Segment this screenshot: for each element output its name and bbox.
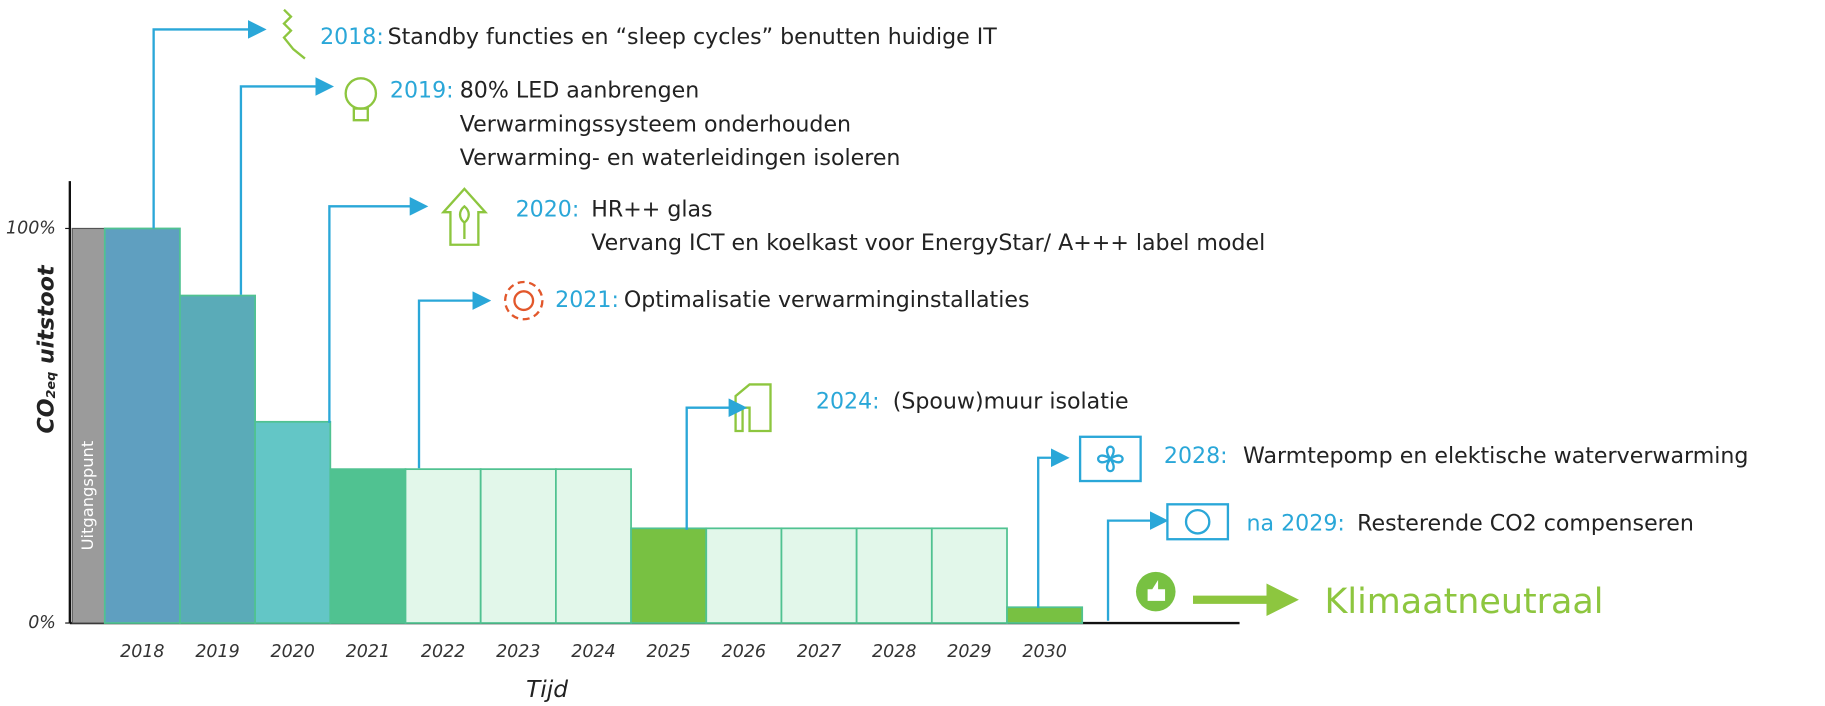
icon-co2-circle <box>1184 508 1211 535</box>
connector <box>1037 448 1070 608</box>
bar <box>1006 606 1084 624</box>
x-tick-label: 2023 <box>496 642 540 662</box>
icon-thumb-hand <box>1147 579 1166 601</box>
bar <box>780 527 858 624</box>
x-tick-label: 2027 <box>797 642 841 662</box>
final-label: Klimaatneutraal <box>1325 582 1604 622</box>
bar <box>705 527 783 624</box>
y-tick-label: 100% <box>6 218 56 238</box>
x-tick-label: 2028 <box>872 642 916 662</box>
annotation-text: Standby functies en “sleep cycles” benut… <box>388 24 998 50</box>
icon-fan-blades <box>1096 445 1124 473</box>
annotation-text: Verwarming- en waterleidingen isoleren <box>460 145 901 171</box>
y-label-sub: 2eq <box>44 372 59 399</box>
annotation-year: 2028: <box>1164 443 1228 469</box>
connector <box>685 398 748 530</box>
icon-house <box>440 187 488 246</box>
x-tick-label: 2026 <box>722 642 766 662</box>
bar <box>103 227 181 624</box>
bar <box>404 468 482 624</box>
icon-bulb <box>344 77 378 110</box>
y-tick-label: 0% <box>28 613 56 633</box>
x-tick-label: 2030 <box>1022 642 1066 662</box>
x-tick-label: 2019 <box>195 642 239 662</box>
x-tick-label: 2018 <box>120 642 164 662</box>
annotation-text: Verwarmingssysteem onderhouden <box>460 111 851 137</box>
icon-fan <box>1078 435 1142 483</box>
annotation-year: 2020: <box>516 196 580 222</box>
annotation-year: na 2029: <box>1247 511 1345 537</box>
annotation-text: Vervang ICT en koelkast voor EnergyStar/… <box>591 230 1265 256</box>
y-axis-label: CO2eq uitstoot <box>33 264 59 433</box>
baseline-bar <box>71 227 106 624</box>
bar <box>479 468 557 624</box>
bar <box>630 527 708 624</box>
y-label-main: CO <box>33 399 59 434</box>
bar <box>254 420 332 624</box>
annotation-year: 2018: <box>320 24 384 50</box>
annotation-year: 2021: <box>555 287 619 313</box>
x-tick-label: 2021 <box>346 642 390 662</box>
annotation-text: Resterende CO2 compenseren <box>1357 511 1694 537</box>
bar <box>555 468 632 624</box>
baseline-label: Uitgangspunt <box>78 441 97 551</box>
annotation-text: Optimalisatie verwarminginstallaties <box>624 287 1030 313</box>
icon-bulb-base <box>352 107 369 122</box>
x-tick-label: 2029 <box>947 642 991 662</box>
connector <box>1106 511 1169 621</box>
x-tick-label: 2025 <box>646 642 690 662</box>
x-tick-label: 2020 <box>271 642 315 662</box>
connector <box>239 77 335 295</box>
bar <box>855 527 933 624</box>
connector <box>152 20 267 229</box>
annotation-text: Warmtepomp en elektische waterverwarming <box>1243 443 1748 469</box>
x-tick-label: 2022 <box>421 642 465 662</box>
bar <box>329 468 407 624</box>
annotation-text: 80% LED aanbrengen <box>460 78 700 104</box>
annotation-text: (Spouw)muur isolatie <box>893 388 1129 414</box>
connector <box>328 197 429 423</box>
y-label-rest: uitstoot <box>33 264 59 372</box>
annotation-year: 2024: <box>816 388 880 414</box>
bar <box>930 527 1008 624</box>
connector <box>417 291 492 469</box>
bar <box>179 294 257 624</box>
annotation-text: HR++ glas <box>591 196 712 222</box>
icon-plug <box>282 8 306 60</box>
annotation-year: 2019: <box>390 78 454 104</box>
x-axis-label: Tijd <box>526 676 568 703</box>
x-tick-label: 2024 <box>571 642 615 662</box>
icon-gear <box>503 280 544 321</box>
